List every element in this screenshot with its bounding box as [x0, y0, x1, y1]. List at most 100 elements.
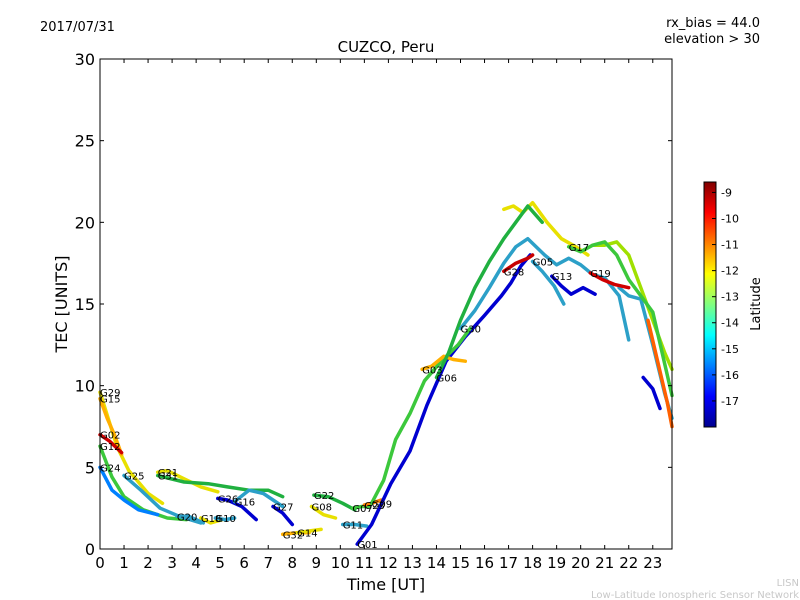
series-line-g07	[350, 504, 371, 510]
series-label-g02: G02	[100, 431, 120, 442]
x-tick-label: 8	[287, 554, 297, 572]
series-label-g08: G08	[312, 503, 332, 514]
extra-trace-0	[502, 200, 590, 257]
y-tick-label: 20	[75, 213, 95, 232]
series-line-g28	[502, 253, 535, 274]
colorbar-tick-label: -11	[721, 239, 739, 252]
series-label-g18: G18	[201, 514, 221, 525]
series-line-g08	[309, 504, 338, 520]
x-tick-label: 12	[379, 554, 398, 572]
colorbar-tick-label: -10	[721, 212, 739, 225]
series-line-g18	[199, 516, 225, 525]
series-label-g17: G17	[569, 243, 589, 254]
x-tick-label: 3	[167, 554, 177, 572]
series-label-g13: G13	[552, 272, 572, 283]
y-tick-label: 30	[75, 50, 95, 69]
series-line-g05	[530, 259, 566, 306]
series-label-g05: G05	[533, 258, 553, 269]
x-tick-label: 22	[619, 554, 638, 572]
series-label-g24: G24	[100, 463, 120, 474]
series-line-g06	[434, 204, 544, 380]
x-tick-label: 20	[571, 554, 590, 572]
series-line-g16	[232, 488, 285, 509]
series-label-g01: G01	[357, 540, 377, 551]
x-tick-label: 19	[547, 554, 566, 572]
colorbar-tick-label: -16	[721, 369, 739, 382]
series-label-g29: G29	[100, 388, 120, 399]
series-line-g19	[588, 271, 631, 290]
x-tick-label: 17	[499, 554, 518, 572]
series-label-g19: G19	[590, 269, 610, 280]
series-label-g06: G06	[437, 374, 457, 385]
colorbar-tick-label: -13	[721, 291, 739, 304]
series-line-g10	[213, 516, 237, 522]
x-axis-ticks: 0 1 2 3 4 5 6 7 8 9 10 11 12 13 14 15 16 17 18 19 20 21 22 23	[95, 59, 662, 572]
series-line-g17	[566, 240, 674, 398]
x-tick-label: 15	[451, 554, 470, 572]
series-label-g27: G27	[273, 503, 293, 514]
series-line-g30	[458, 236, 631, 342]
colorbar-tick-label: -15	[721, 343, 739, 356]
x-tick-label: 16	[475, 554, 494, 572]
chart-title: CUZCO, Peru	[338, 38, 435, 56]
series-label-g25: G25	[124, 472, 144, 483]
series-label-g12: G12	[100, 442, 120, 453]
series-label-g09: G09	[372, 499, 392, 510]
series-label-g10: G10	[215, 514, 235, 525]
series-line-g14	[295, 527, 323, 535]
series-label-g28: G28	[504, 267, 524, 278]
series-label-g14: G14	[297, 529, 317, 540]
series-line-g13	[550, 274, 597, 296]
extra-trace-4	[646, 318, 674, 429]
x-tick-label: 10	[331, 554, 350, 572]
colorbar-tick-label: -17	[721, 395, 739, 408]
x-tick-label: 6	[239, 554, 249, 572]
colorbar-tick-label: -9	[721, 186, 732, 199]
series-label-g32: G32	[283, 530, 303, 541]
credit-line-1: LISN	[777, 578, 799, 589]
series-label-g20: G20	[177, 512, 197, 523]
colorbar-label: Latitude	[749, 277, 764, 331]
series-line-g27	[271, 504, 295, 527]
series-line-g25	[122, 473, 203, 525]
series-label-g16: G16	[235, 498, 255, 509]
series-label-g30: G30	[461, 325, 481, 336]
series-line-g31	[155, 473, 285, 499]
x-tick-label: 7	[263, 554, 273, 572]
colorbar-tick-label: -12	[721, 265, 739, 278]
x-axis-label: Time [UT]	[346, 575, 425, 594]
y-tick-label: 25	[75, 132, 95, 151]
y-tick-label: 0	[85, 540, 95, 559]
series-line-g22	[312, 493, 357, 512]
x-tick-label: 18	[523, 554, 542, 572]
x-tick-label: 23	[643, 554, 662, 572]
colorbar-tick-label: -14	[721, 317, 739, 330]
colorbar: -9 -10 -11 -12 -13 -14 -15 -16 -17	[703, 181, 739, 428]
series-line-g02	[98, 432, 124, 455]
series-label-g11: G11	[343, 521, 363, 532]
x-tick-label: 14	[427, 554, 446, 572]
series-line-g03	[420, 354, 468, 372]
credit-line-2: Low-Latitude Ionospheric Sensor Network	[591, 590, 799, 600]
y-tick-label: 15	[75, 295, 95, 314]
series-label-g31: G31	[158, 472, 178, 483]
series-label-g26: G26	[218, 494, 238, 505]
series-line-g21	[155, 468, 220, 494]
x-tick-label: 4	[191, 554, 201, 572]
series-line-g20	[175, 514, 206, 525]
colorbar-gradient	[703, 181, 717, 428]
x-tick-label: 9	[312, 554, 322, 572]
rx-bias-label: rx_bias = 44.0	[666, 16, 760, 31]
x-tick-label: 21	[595, 554, 614, 572]
x-tick-label: 1	[119, 554, 129, 572]
x-tick-label: 11	[355, 554, 374, 572]
series-line-g11	[340, 522, 369, 528]
y-tick-label: 10	[75, 377, 95, 396]
date-label: 2017/07/31	[40, 20, 115, 35]
elevation-label: elevation > 30	[664, 32, 760, 47]
series-line-g09	[369, 326, 472, 506]
series-label-g23: G23	[364, 501, 384, 512]
series-label-g15: G15	[100, 395, 120, 406]
series-label-g03: G03	[422, 365, 442, 376]
